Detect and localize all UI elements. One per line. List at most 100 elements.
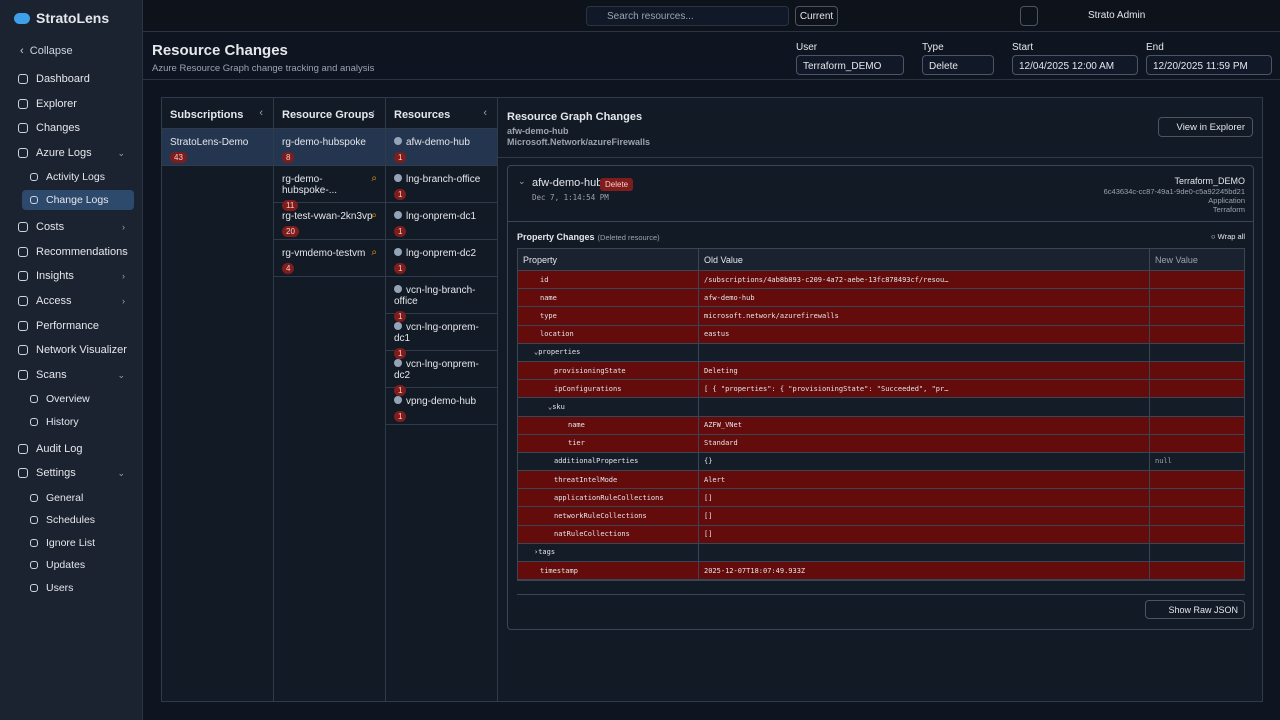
property-cell: natRuleCollections bbox=[518, 525, 699, 543]
theme-toggle[interactable] bbox=[1020, 6, 1038, 26]
nav-label: Ignore List bbox=[46, 537, 96, 549]
nav-label: Change Logs bbox=[46, 194, 109, 206]
nav-item[interactable]: Recommendations › bbox=[8, 242, 135, 262]
search-box[interactable]: Search resources... bbox=[586, 6, 789, 26]
column-collapse[interactable]: ‹ bbox=[259, 107, 263, 119]
nav-item[interactable]: Dashboard bbox=[8, 69, 135, 89]
table-row: networkRuleCollections [] bbox=[518, 507, 1244, 526]
nav-icon bbox=[30, 584, 38, 592]
column: Subscriptions ‹ StratoLens-Demo 43 bbox=[162, 98, 274, 701]
new-value-cell bbox=[1150, 344, 1244, 361]
nav-item[interactable]: Scans ⌄ bbox=[8, 365, 135, 385]
collapse-button[interactable]: ‹ Collapse bbox=[20, 45, 73, 57]
nav-item[interactable]: Settings ⌄ bbox=[8, 463, 135, 483]
nav-subitem[interactable]: History bbox=[22, 412, 134, 432]
list-item[interactable]: lng-branch-office 1 bbox=[386, 166, 497, 203]
filter-icon[interactable]: ⌕ bbox=[371, 247, 377, 258]
filter-input[interactable]: Terraform_DEMO bbox=[796, 55, 904, 75]
nav-item[interactable]: Costs › bbox=[8, 217, 135, 237]
nav-item[interactable]: Azure Logs ⌄ bbox=[8, 143, 135, 163]
item-name: rg-demo-hubspoke bbox=[282, 137, 366, 148]
property-name: name bbox=[568, 421, 585, 430]
table-row: timestamp 2025-12-07T18:07:49.933Z bbox=[518, 562, 1244, 581]
filter-icon[interactable]: ⌕ bbox=[371, 173, 377, 184]
wrap-all-toggle[interactable]: ○ Wrap all bbox=[1211, 232, 1245, 241]
list-item[interactable]: vcn-lng-onprem-dc2 1 bbox=[386, 351, 497, 396]
nav-item[interactable]: Performance bbox=[8, 316, 135, 336]
nav-label: Network Visualizer bbox=[36, 344, 127, 356]
filter-input[interactable]: 12/20/2025 11:59 PM bbox=[1146, 55, 1272, 75]
nav-item[interactable]: Audit Log bbox=[8, 439, 135, 459]
nav-subitem[interactable]: Change Logs bbox=[22, 190, 134, 210]
column-collapse[interactable]: ‹ bbox=[483, 107, 487, 119]
nav-label: Access bbox=[36, 295, 72, 307]
table-row[interactable]: ⌄ sku bbox=[518, 398, 1244, 417]
item-name: lng-branch-office bbox=[406, 174, 481, 185]
nav-label: Settings bbox=[36, 467, 76, 479]
nav-subitem[interactable]: Overview bbox=[22, 389, 134, 409]
show-raw-json-button[interactable]: Show Raw JSON bbox=[1145, 600, 1245, 619]
item-name: lng-onprem-dc1 bbox=[406, 211, 477, 222]
filter-input[interactable]: Delete bbox=[922, 55, 994, 75]
property-name: tags bbox=[538, 548, 556, 557]
nav-item[interactable]: Network Visualizer bbox=[8, 340, 135, 360]
divider bbox=[498, 157, 1263, 158]
property-name: id bbox=[540, 275, 549, 284]
old-value-cell: AZFW_VNet bbox=[699, 416, 1150, 434]
nav-icon bbox=[18, 370, 28, 380]
change-time: Dec 7, 1:14:54 PM bbox=[532, 193, 609, 202]
divider bbox=[143, 79, 1280, 80]
nav-label: Overview bbox=[46, 393, 90, 405]
nav-item[interactable]: Explorer bbox=[8, 94, 135, 114]
nav-item[interactable]: Insights › bbox=[8, 266, 135, 286]
resource-icon bbox=[394, 248, 402, 256]
header-cell: Property bbox=[518, 249, 699, 270]
item-name: vcn-lng-branch-office bbox=[394, 285, 476, 307]
list-item[interactable]: vcn-lng-onprem-dc1 1 bbox=[386, 314, 497, 359]
nav-item[interactable]: Access › bbox=[8, 291, 135, 311]
old-value-cell: Alert bbox=[699, 471, 1150, 489]
collapse-chevron[interactable]: ⌄ bbox=[518, 176, 526, 186]
old-value-cell bbox=[699, 343, 1150, 361]
table-row[interactable]: › tags bbox=[518, 543, 1244, 562]
old-value-cell: {} bbox=[699, 452, 1150, 471]
list-item[interactable]: vcn-lng-branch-office 1 bbox=[386, 277, 497, 322]
list-item[interactable]: rg-demo-hubspoke 8 bbox=[274, 129, 385, 166]
nav-subitem[interactable]: Updates bbox=[22, 555, 134, 575]
filter-icon[interactable]: ⌕ bbox=[371, 210, 377, 221]
old-value: /subscriptions/4ab8b893-c209-4a72-aebe-1… bbox=[704, 275, 949, 284]
list-item[interactable]: lng-onprem-dc1 1 bbox=[386, 203, 497, 240]
user-menu[interactable]: Strato Admin bbox=[1088, 10, 1146, 21]
property-cell: name bbox=[518, 416, 699, 434]
new-value-cell bbox=[1150, 471, 1244, 488]
actor-kind: Application bbox=[1208, 196, 1245, 205]
column-title: Resources bbox=[394, 109, 451, 121]
nav-subitem[interactable]: General bbox=[22, 488, 134, 508]
nav-chevron: › bbox=[122, 247, 125, 257]
nav-subitem[interactable]: Ignore List bbox=[22, 533, 134, 553]
nav-item[interactable]: Changes bbox=[8, 118, 135, 138]
nav-subitem[interactable]: Schedules bbox=[22, 510, 134, 530]
item-name: afw-demo-hub bbox=[406, 137, 470, 148]
nav-label: Costs bbox=[36, 221, 65, 233]
nav-icon bbox=[18, 222, 28, 232]
resource-icon bbox=[394, 285, 402, 293]
nav-subitem[interactable]: Activity Logs bbox=[22, 167, 134, 187]
list-item[interactable]: afw-demo-hub 1 bbox=[386, 129, 497, 166]
list-item[interactable]: StratoLens-Demo 43 bbox=[162, 129, 273, 166]
item-count: 1 bbox=[394, 226, 407, 237]
table-row[interactable]: ⌄ properties bbox=[518, 343, 1244, 362]
list-item[interactable]: vpng-demo-hub 1 bbox=[386, 388, 497, 425]
list-item[interactable]: rg-vmdemo-testvm 4 ⌕ bbox=[274, 240, 385, 277]
column-collapse[interactable]: ‹ bbox=[371, 107, 375, 119]
list-item[interactable]: rg-test-vwan-2kn3vp 20 ⌕ bbox=[274, 203, 385, 240]
table-row: ipConfigurations [ { "properties": { "pro… bbox=[518, 380, 1244, 399]
list-item[interactable]: rg-demo-hubspoke-... 11 ⌕ bbox=[274, 166, 385, 211]
nav-label: Schedules bbox=[46, 514, 96, 526]
filter-input[interactable]: 12/04/2025 12:00 AM bbox=[1012, 55, 1138, 75]
nav-subitem[interactable]: Users bbox=[22, 578, 134, 598]
current-button[interactable]: Current bbox=[795, 6, 838, 26]
list-item[interactable]: lng-onprem-dc2 1 bbox=[386, 240, 497, 277]
view-in-explorer-button[interactable]: View in Explorer bbox=[1157, 117, 1253, 137]
